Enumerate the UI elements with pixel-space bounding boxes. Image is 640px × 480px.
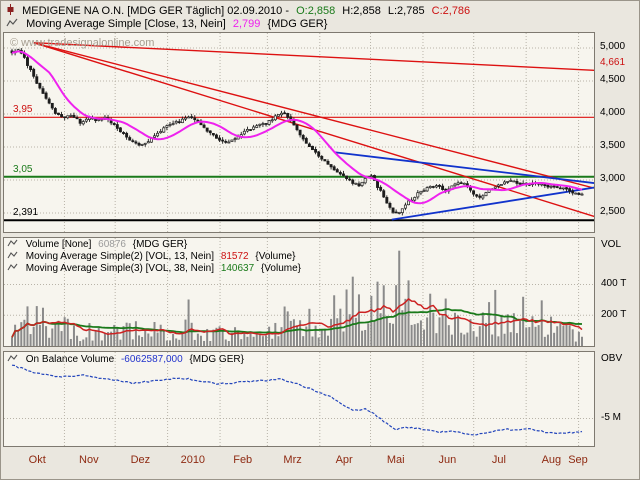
month-label-Jun: Jun (438, 454, 457, 466)
obv-suffix: {MDG GER} (189, 354, 244, 365)
ohlc-open: O:2,858 (296, 5, 336, 17)
ohlc-high: H:2,858 (342, 5, 381, 17)
time-axis: Okt Nov Dez 2010 Feb Mrz Apr Mai Jun Jul Aug Sep (1, 454, 639, 470)
month-label-Jul: Jul (491, 454, 506, 466)
ohlc-close: C:2,786 (431, 5, 471, 17)
candlestick-icon (6, 4, 15, 15)
obv-axis-title: OBV (601, 353, 623, 364)
indicator-line-icon (7, 354, 19, 363)
volume-ma13-header: Moving Average Simple(2) [VOL, 13, Nein]… (7, 251, 299, 263)
volume-panel[interactable] (3, 237, 595, 347)
volume-suffix: {MDG GER} (132, 239, 188, 250)
volume-ma13-suffix: {Volume} (255, 251, 296, 262)
indicator-line-icon (6, 18, 19, 28)
ma-suffix: {MDG GER} (267, 18, 328, 30)
volume-ma38-label: Moving Average Simple(3) [VOL, 38, Nein] (25, 263, 215, 274)
volume-ma13-label: Moving Average Simple(2) [VOL, 13, Nein] (25, 251, 215, 262)
level-label-2391: 2,391 (13, 207, 39, 218)
month-label-Nov: Nov (79, 454, 99, 466)
month-label-Okt: Okt (28, 454, 46, 466)
price-tick-3500: 3,500 (600, 140, 626, 151)
month-label-Aug: Aug (541, 454, 562, 466)
volume-ma38-value: 140637 (220, 263, 255, 274)
level-label-305: 3,05 (13, 164, 33, 175)
ohlc-low: L:2,785 (387, 5, 425, 17)
level-label-395: 3,95 (13, 104, 33, 115)
month-label-Mai: Mai (386, 454, 405, 466)
price-tick-2500: 2,500 (600, 206, 626, 217)
volume-ma38-suffix: {Volume} (260, 263, 302, 274)
price-tick-4500: 4,500 (600, 74, 626, 85)
month-label-Dez: Dez (130, 454, 151, 466)
price-tick-4000: 4,000 (600, 107, 626, 118)
volume-tick-200t: 200 T (601, 309, 627, 320)
chart-title: MEDIGENE NA O.N. [MDG GER Täglich] 02.09… (22, 5, 290, 17)
volume-header: Volume [None] 60876 {MDG GER} (7, 239, 191, 251)
month-label-2010: 2010 (180, 454, 206, 466)
price-tick-3000: 3,000 (600, 173, 626, 184)
trend-value-label: 4,661 (600, 57, 626, 68)
volume-ma13-value: 81572 (220, 251, 249, 262)
month-label-Mrz: Mrz (283, 454, 302, 466)
price-tick-5000: 5,000 (600, 41, 626, 52)
volume-ma38-header: Moving Average Simple(3) [VOL, 38, Nein]… (7, 263, 305, 275)
watermark: © www.tradesignalonline.com (10, 37, 155, 49)
price-chart-panel[interactable] (3, 32, 595, 233)
obv-tick-5m: -5 M (601, 412, 621, 423)
volume-canvas (4, 238, 594, 346)
ma-value: 2,799 (232, 18, 261, 30)
volume-label: Volume [None] (25, 239, 92, 250)
month-label-Sep: Sep (568, 454, 588, 466)
ma-header: Moving Average Simple [Close, 13, Nein] … (6, 18, 331, 30)
indicator-line-icon (7, 263, 19, 272)
volume-value: 60876 (98, 239, 126, 250)
obv-canvas (4, 352, 594, 446)
obv-header: On Balance Volume -6062587,000 {MDG GER} (7, 354, 248, 366)
month-label-Apr: Apr (335, 454, 353, 466)
indicator-line-icon (7, 251, 19, 260)
month-label-Feb: Feb (233, 454, 253, 466)
volume-tick-400t: 400 T (601, 278, 627, 289)
indicator-line-icon (7, 239, 19, 248)
volume-axis-title: VOL (601, 239, 622, 250)
ma-label: Moving Average Simple [Close, 13, Nein] (26, 18, 226, 30)
obv-value: -6062587,000 (120, 354, 183, 365)
obv-label: On Balance Volume (25, 354, 115, 365)
price-chart-canvas (4, 33, 594, 232)
obv-panel[interactable] (3, 351, 595, 447)
chart-header: MEDIGENE NA O.N. [MDG GER Täglich] 02.09… (6, 4, 474, 17)
